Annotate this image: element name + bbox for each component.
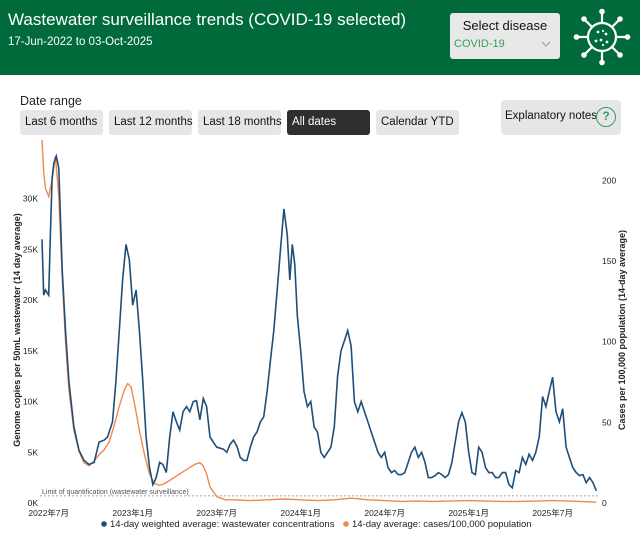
right-tick-label: 50 (602, 417, 612, 427)
legend-label-wastewater: 14-day weighted average: wastewater conc… (110, 519, 335, 530)
x-axis: 2022年7月 2023年1月 2023年7月 2024年1月 2024年7月 2025年… (28, 508, 573, 518)
explanatory-notes-label: Explanatory notes (505, 110, 598, 122)
right-tick-label: 100 (602, 337, 616, 347)
x-tick-label: 2024年1月 (280, 508, 321, 518)
disease-dropdown-value: COVID-19 (454, 38, 505, 50)
disease-selector[interactable]: Select disease COVID-19 (450, 13, 560, 59)
x-tick-label: 2023年1月 (112, 508, 153, 518)
legend-label-cases: 14-day average: cases/100,000 population (352, 519, 532, 530)
x-tick-label: 2023年7月 (196, 508, 237, 518)
x-tick-label: 2025年7月 (532, 508, 573, 518)
legend-marker-wastewater (101, 521, 107, 527)
left-tick-label: 0K (28, 498, 39, 508)
left-axis-label: Genome copies per 50mL wastewater (14 da… (12, 213, 22, 446)
x-tick-label: 2024年7月 (364, 508, 405, 518)
range-button-last-18-months[interactable]: Last 18 months (198, 110, 282, 135)
range-button-last-6-months[interactable]: Last 6 months (20, 110, 103, 135)
left-tick-label: 10K (23, 397, 38, 407)
header: Wastewater surveillance trends (COVID-19… (0, 0, 640, 75)
range-button-all-dates[interactable]: All dates (287, 110, 370, 135)
left-tick-label: 30K (23, 194, 38, 204)
right-tick-label: 0 (602, 498, 607, 508)
left-tick-label: 20K (23, 295, 38, 305)
disease-selector-label: Select disease (462, 18, 548, 33)
chevron-down-icon (541, 41, 551, 47)
right-tick-label: 200 (602, 175, 616, 185)
right-axis-label: Cases per 100,000 population (14-day ave… (617, 230, 627, 430)
left-tick-label: 25K (23, 244, 38, 254)
right-y-axis: 0 50 100 150 200 (602, 175, 616, 508)
trend-chart: 0K 5K 10K 15K 20K 25K 30K 0 50 100 150 200 2022年7月… (12, 140, 627, 530)
date-range-label: Date range (20, 94, 82, 108)
left-y-axis: 0K 5K 10K 15K 20K 25K 30K (23, 194, 38, 508)
cases-series-line (41, 140, 597, 503)
right-tick-label: 150 (602, 256, 616, 266)
virus-icon (573, 8, 631, 66)
legend-marker-cases (343, 521, 349, 527)
help-icon: ? (596, 107, 616, 127)
wastewater-series-line (41, 153, 598, 492)
left-tick-label: 5K (28, 447, 39, 457)
left-tick-label: 15K (23, 346, 38, 356)
x-tick-label: 2025年1月 (448, 508, 489, 518)
limit-of-quantification-label: Limit of quantification (wastewater surv… (42, 489, 189, 496)
page-title: Wastewater surveillance trends (COVID-19… (8, 10, 407, 29)
range-button-calendar-ytd[interactable]: Calendar YTD (376, 110, 459, 135)
disease-dropdown[interactable]: COVID-19 (454, 37, 556, 55)
range-button-last-12-months[interactable]: Last 12 months (109, 110, 193, 135)
date-range-subtitle: 17-Jun-2022 to 03-Oct-2025 (8, 36, 153, 48)
explanatory-notes-button[interactable]: Explanatory notes ? (501, 100, 621, 135)
x-tick-label: 2022年7月 (28, 508, 69, 518)
